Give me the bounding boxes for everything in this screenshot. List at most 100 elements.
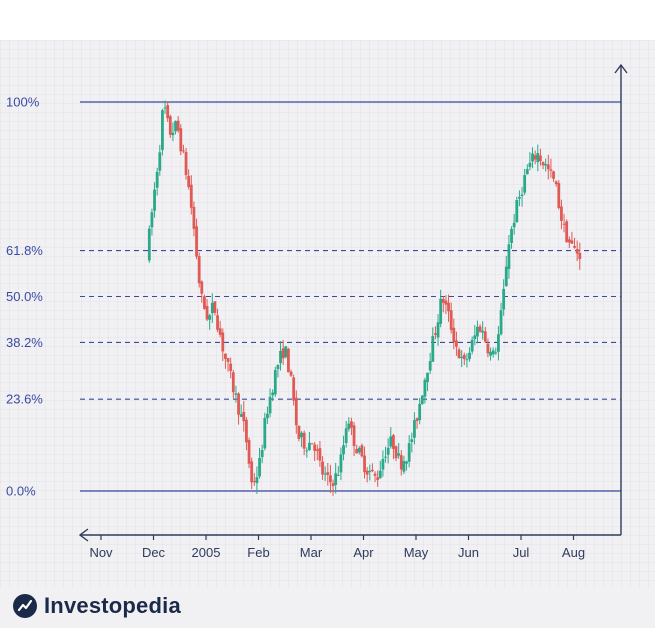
candle-body [386,447,390,455]
candle-body [234,393,238,395]
candle-body [368,471,372,473]
candle-body [520,194,524,197]
brand-name: Investopedia [44,593,181,618]
candle-body [247,440,251,464]
candle-body [518,197,521,199]
candle-body [336,474,340,476]
candle-body [229,363,233,371]
candle-body [552,171,555,179]
candle-body [570,240,574,244]
candle-body [483,331,487,342]
candle-body [373,473,377,476]
candle-body [462,354,466,360]
candle-body [478,326,482,332]
candle-body [195,226,198,257]
candle-body [218,328,222,335]
fib-level-label: 23.6% [6,392,43,407]
candle-body [502,288,506,310]
candle-body [468,352,471,360]
candle-body [476,326,479,337]
candle-body [216,315,219,330]
candle-body [426,372,429,383]
candle-body [376,477,380,481]
candle-body [389,436,393,447]
candle-body [308,442,311,451]
candle-body [436,322,440,338]
candle-body [342,445,345,455]
candle-body [221,332,225,352]
candle-body [554,181,558,185]
fib-level-label: 0.0% [6,484,36,499]
candle-body [397,453,401,456]
candle-body [258,457,261,477]
candle-body [153,189,156,211]
candle-body [224,353,227,359]
candle-body [449,310,453,330]
candle-body [470,339,474,352]
candle-body [371,469,374,472]
fib-level-label: 50.0% [6,289,43,304]
candle-body [413,420,416,438]
candle-body [313,444,317,451]
candle-body [208,315,212,320]
candle-body [399,455,403,470]
candle-body [310,443,314,445]
candle-body [573,245,576,248]
x-tick-label: Aug [562,545,585,560]
candle-body [302,432,306,449]
grid-background [0,40,655,588]
candle-body [255,477,259,484]
x-tick-label: 2005 [192,545,221,560]
brand-logo: Investopedia [12,592,181,620]
candle-body [363,455,366,473]
candle-body [434,333,437,335]
candle-body [365,470,369,475]
x-axis-arrow [78,528,89,542]
candle-body [192,206,196,229]
candle-body [300,432,303,438]
candle-body [473,335,477,340]
candle-body [455,340,458,347]
candle-body [531,153,534,162]
candle-body [150,212,154,228]
candle-body [187,175,191,188]
candle-body [350,421,353,428]
candle-body [418,403,422,421]
candle-body [315,449,319,451]
candle-body [562,223,566,225]
candle-body [266,413,269,419]
candle-body [329,475,332,483]
candle-body [575,248,579,254]
candle-body [289,371,293,376]
candle-body [494,352,498,354]
candle-body [273,370,277,395]
candle-body [357,447,361,453]
candle-body [182,150,185,152]
candle-body [512,222,516,228]
investopedia-logo-icon [13,594,37,618]
candle-body [268,396,272,414]
candle-body [394,446,398,459]
candle-body [163,107,167,109]
x-tick-label: Nov [89,545,113,560]
candle-body [428,361,432,371]
candle-body [245,419,248,443]
candle-body [331,483,335,487]
candle-body [344,428,348,444]
candle-body [231,372,235,393]
candle-body [334,473,338,485]
candle-body [533,155,537,160]
candle-body [352,425,356,447]
candle-body [297,425,301,439]
candle-body [189,184,193,208]
candle-body [279,350,282,364]
candle-body [507,244,511,270]
candle-body [355,449,359,454]
candle-body [158,152,162,171]
candle-body [197,256,201,284]
candle-body [339,454,343,473]
candle-body [271,392,275,396]
candle-body [205,305,209,320]
candle-body [420,395,424,404]
candle-body [504,266,508,287]
